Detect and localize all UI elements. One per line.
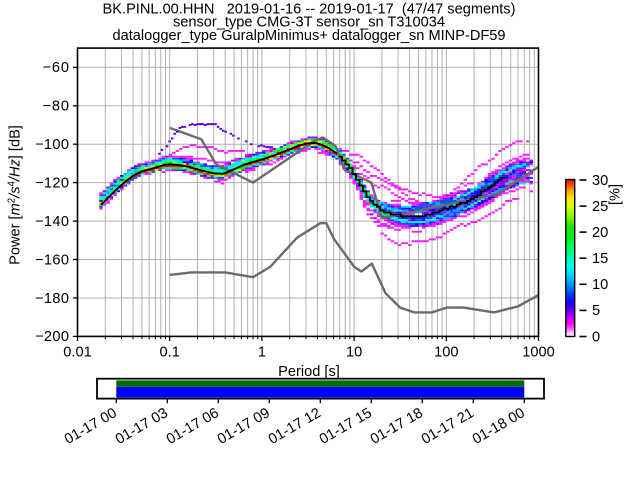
svg-text:−160: −160 [35,252,69,268]
svg-text:Power [m2/s4/Hz] [dB]: Power [m2/s4/Hz] [dB] [7,125,24,265]
svg-text:30: 30 [592,173,608,189]
svg-text:100: 100 [434,345,458,361]
svg-text:5: 5 [592,303,600,319]
svg-text:10: 10 [346,345,362,361]
svg-text:−60: −60 [43,60,70,76]
svg-text:−200: −200 [35,329,69,345]
svg-text:−120: −120 [35,175,69,191]
svg-text:[%]: [%] [608,184,624,205]
svg-text:datalogger_type GuralpMinimus+: datalogger_type GuralpMinimus+ datalogge… [112,28,505,44]
svg-text:25: 25 [592,199,608,215]
svg-text:10: 10 [592,277,608,293]
svg-text:0.01: 0.01 [63,345,91,361]
svg-text:−180: −180 [35,291,69,307]
svg-text:20: 20 [592,225,608,241]
svg-text:0: 0 [592,329,600,345]
svg-text:sensor_type CMG-3T sensor_sn T: sensor_type CMG-3T sensor_sn T310034 [173,15,445,31]
svg-text:−100: −100 [35,137,69,153]
svg-text:1: 1 [258,345,266,361]
svg-text:−80: −80 [43,99,70,115]
svg-text:1000: 1000 [522,345,554,361]
svg-text:0.1: 0.1 [160,345,180,361]
svg-text:−140: −140 [35,214,69,230]
svg-text:BK.PINL.00.HHN 2019-01-16 --: BK.PINL.00.HHN 2019-01-16 -- 2019-01-17 … [103,1,516,17]
svg-text:Period [s]: Period [s] [278,364,340,380]
svg-text:15: 15 [592,251,608,267]
